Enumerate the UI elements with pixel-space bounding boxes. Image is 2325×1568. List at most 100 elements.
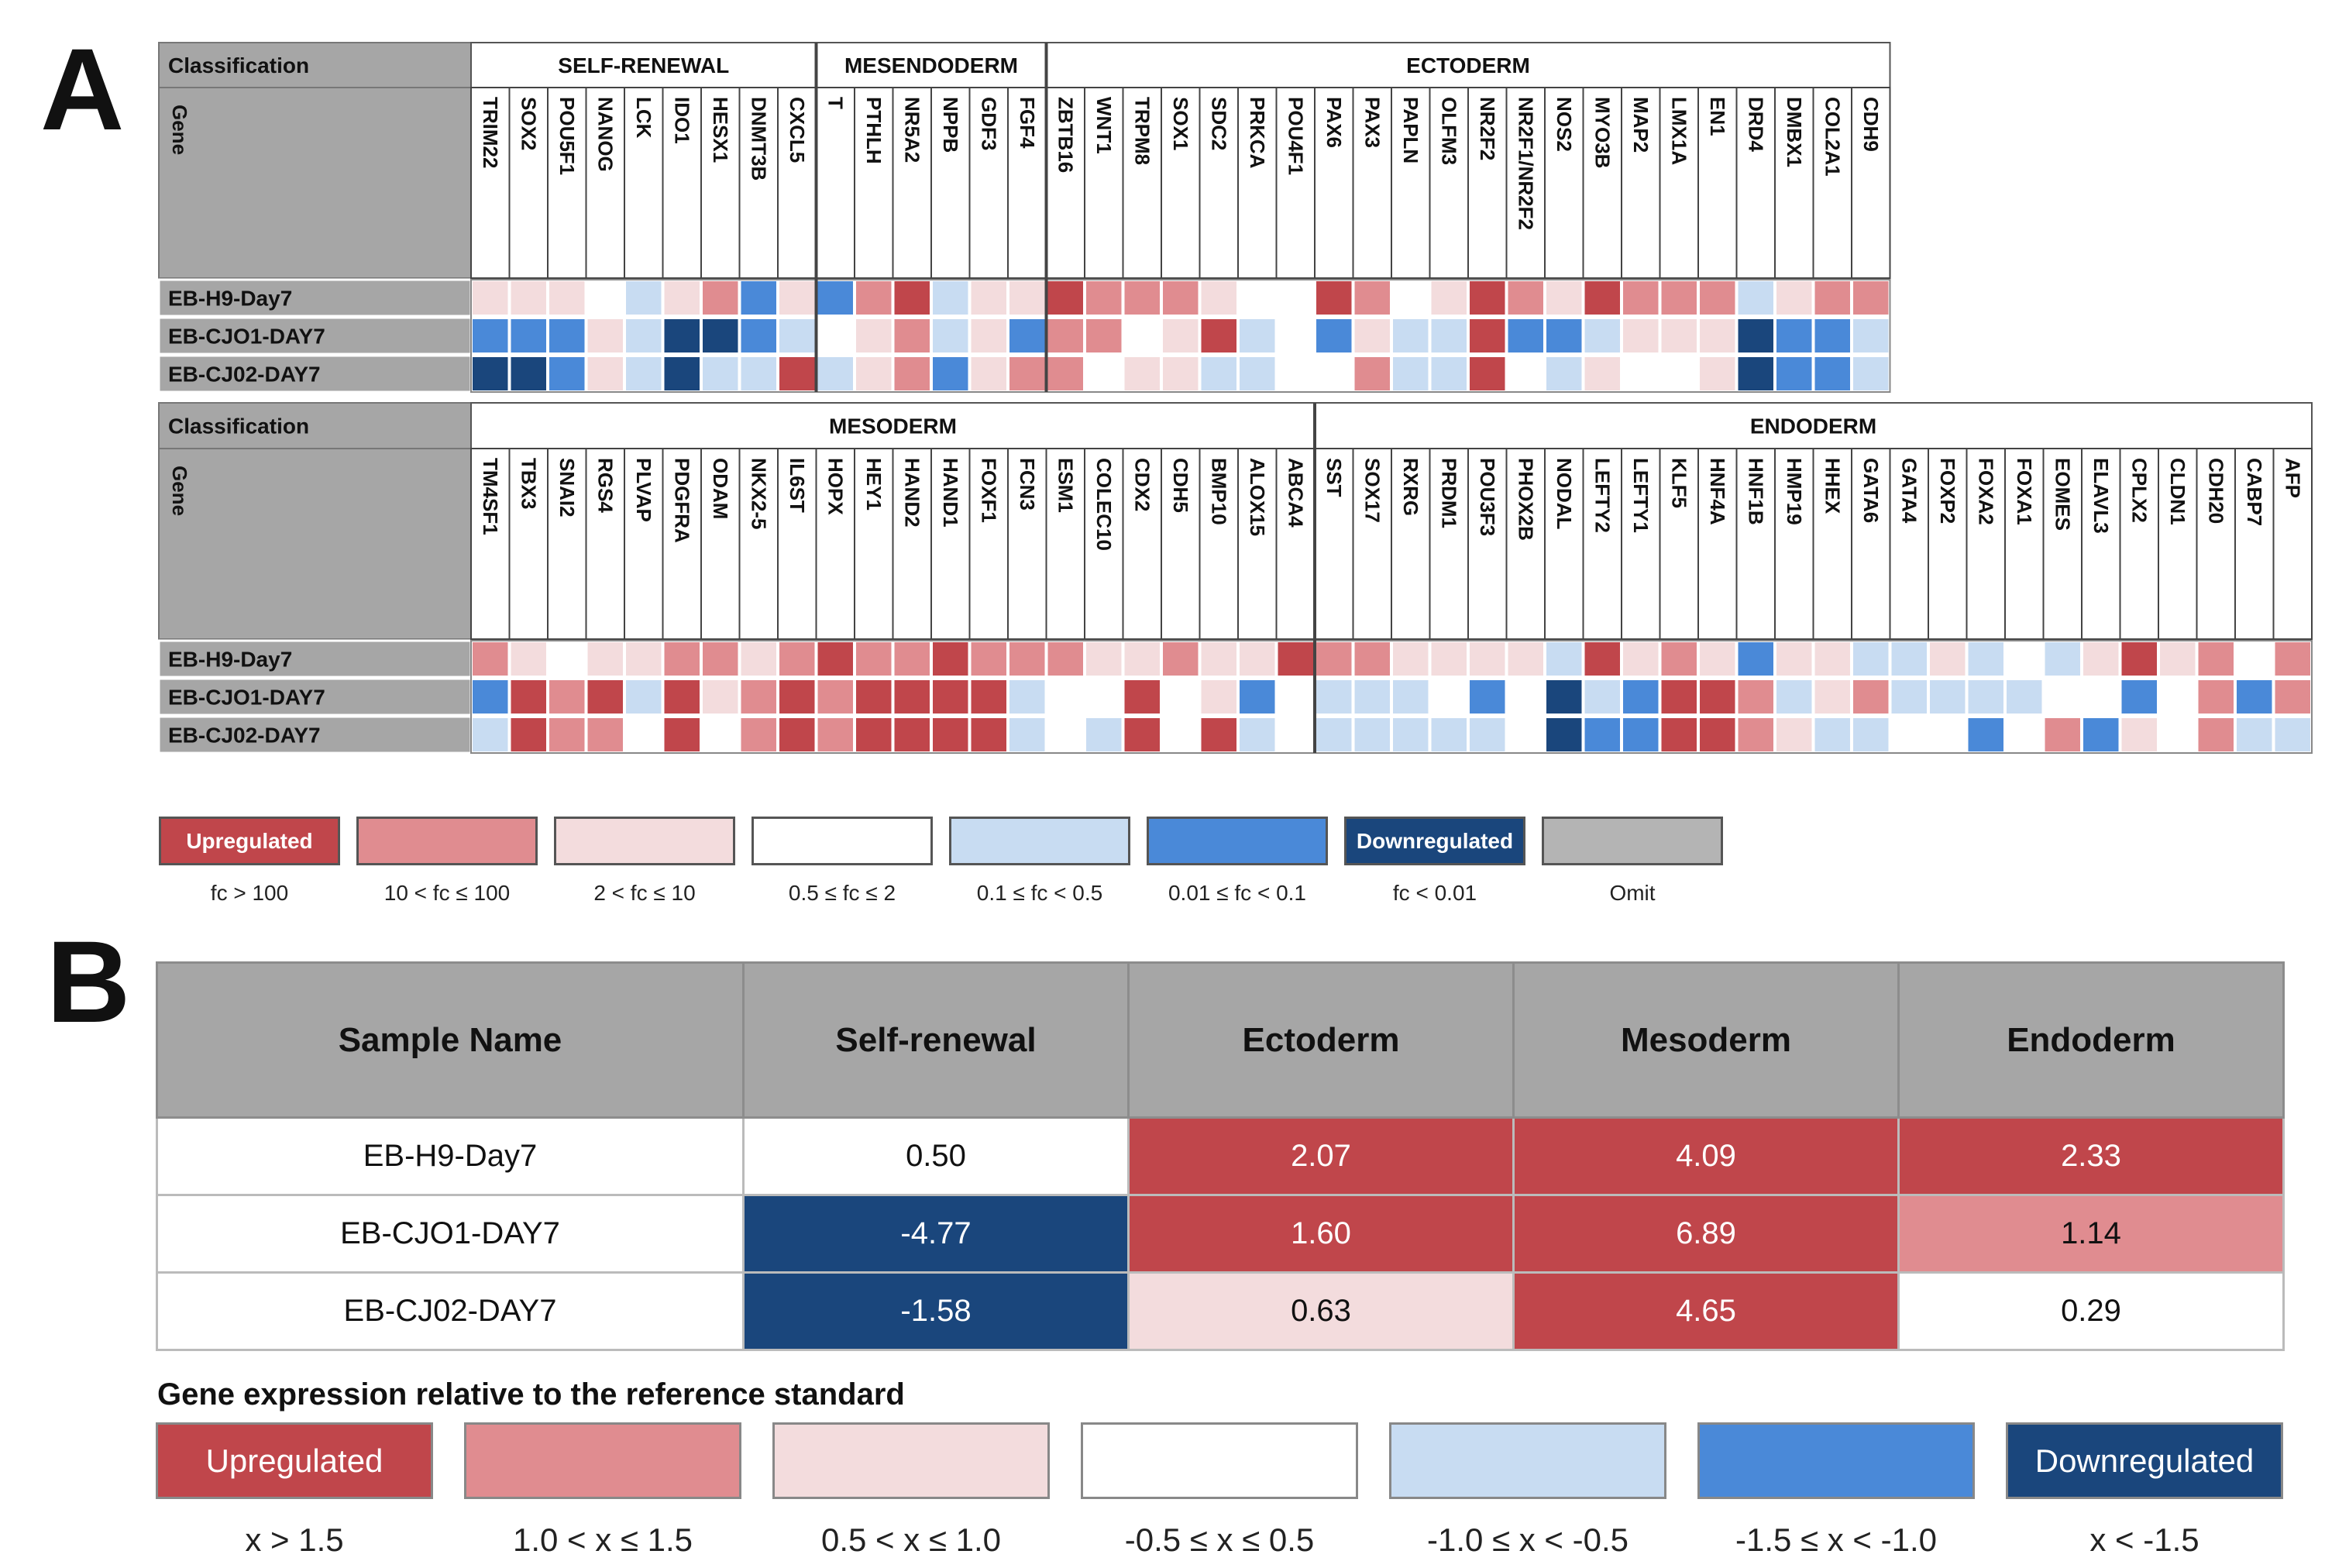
- gene-label: LMX1A: [1667, 97, 1690, 165]
- legend-a-caption: fc < 0.01: [1392, 881, 1477, 905]
- gene-header-cell: [547, 448, 587, 640]
- heat-cell: [2120, 679, 2158, 714]
- gene-label: HNF1B: [1744, 458, 1767, 525]
- gene-label: POU4F1: [1284, 97, 1307, 175]
- heat-cell: [932, 318, 969, 353]
- heat-cell: [1123, 356, 1161, 391]
- heat-cell: [1123, 641, 1161, 676]
- heat-cell: [1737, 280, 1774, 315]
- heat-cell: [1316, 717, 1353, 752]
- gene-label: DRD4: [1744, 97, 1767, 152]
- gene-header-cell: [1352, 87, 1392, 279]
- gene-header-label: Gene: [168, 466, 191, 516]
- heat-cell: [1239, 641, 1276, 676]
- heat-cell: [1123, 318, 1161, 353]
- gene-header-cell: [1851, 87, 1891, 279]
- heat-cell: [2159, 717, 2196, 752]
- heat-cell: [1316, 679, 1353, 714]
- heat-cell: [1123, 717, 1161, 752]
- gene-header-cell: [1007, 87, 1047, 279]
- gene-label: AFP: [2281, 458, 2304, 498]
- heat-cell: [472, 280, 509, 315]
- gene-header-cell: [662, 87, 702, 279]
- gene-label: WNT1: [1092, 97, 1116, 154]
- heat-cell: [1009, 318, 1046, 353]
- legend-a-swatch-low_up: [554, 817, 735, 865]
- gene-header-cell: [892, 87, 932, 279]
- gene-header-cell: [508, 448, 549, 640]
- heat-cell: [1776, 717, 1813, 752]
- gene-label: FOXA2: [1974, 458, 1997, 525]
- gene-header-cell: [158, 448, 472, 640]
- gene-label: ABCA4: [1284, 458, 1307, 528]
- gene-header-cell: [1161, 87, 1201, 279]
- legend-b-swatch-down: Downregulated: [2006, 1422, 2283, 1499]
- heat-cell: [1852, 717, 1890, 752]
- gene-header-cell: [1621, 448, 1661, 640]
- gene-label: POU5F1: [555, 97, 579, 175]
- gene-header-cell: [1467, 87, 1508, 279]
- heat-cell: [1890, 679, 1928, 714]
- heat-cell: [472, 356, 509, 391]
- gene-label: TM4SF1: [479, 458, 502, 535]
- heat-cell: [549, 318, 586, 353]
- heat-cell: [1239, 280, 1276, 315]
- gene-header-cell: [700, 87, 741, 279]
- heat-cell: [2120, 717, 2158, 752]
- heat-cell: [1699, 717, 1736, 752]
- gene-label: GATA4: [1897, 458, 1921, 524]
- sample-name-cell: EB-CJ02-DAY7: [156, 1271, 745, 1351]
- panel-label-b: B: [46, 916, 131, 1047]
- legend-b-swatch-low_down: [1389, 1422, 1666, 1499]
- table-row: EB-H9-Day7 0.50 2.07 4.09 2.33: [156, 1116, 2285, 1196]
- heat-cell: [1737, 641, 1774, 676]
- heat-cell: [510, 280, 547, 315]
- panel-label-a: A: [40, 24, 125, 154]
- heat-cell: [1239, 356, 1276, 391]
- gene-label: SST: [1322, 458, 1346, 497]
- heat-cell: [549, 280, 586, 315]
- gene-label: PHOX2B: [1514, 458, 1537, 541]
- heat-cell: [1430, 318, 1467, 353]
- heat-cell: [970, 280, 1007, 315]
- heat-cell: [1622, 318, 1659, 353]
- heat-cell: [1737, 717, 1774, 752]
- heat-cell: [472, 679, 509, 714]
- heat-cell: [586, 679, 624, 714]
- heat-cell: [1699, 641, 1736, 676]
- heat-cell: [1277, 356, 1314, 391]
- gene-label: PRKCA: [1246, 97, 1269, 169]
- score-cell: 0.50: [742, 1116, 1130, 1196]
- heat-cell: [1123, 280, 1161, 315]
- heat-cell: [893, 717, 930, 752]
- col-header-endoderm: Endoderm: [1897, 961, 2285, 1119]
- gene-header-cell: [470, 87, 511, 279]
- heat-cell: [779, 679, 816, 714]
- heat-cell: [2083, 679, 2120, 714]
- heat-cell: [1814, 356, 1851, 391]
- sample-label: EB-H9-Day7: [168, 287, 292, 311]
- heat-cell: [2274, 641, 2311, 676]
- heat-cell: [1200, 356, 1237, 391]
- heat-cell: [1546, 641, 1583, 676]
- heat-cell: [740, 356, 777, 391]
- heat-cell: [1814, 679, 1851, 714]
- legend-b-caption: 1.0 < x ≤ 1.5: [512, 1522, 693, 1558]
- gene-label: LCK: [632, 97, 655, 139]
- gene-label: ELAVL3: [2089, 458, 2113, 534]
- heat-cell: [2006, 641, 2043, 676]
- heat-cell: [740, 717, 777, 752]
- heat-cell: [740, 280, 777, 315]
- sample-label: EB-CJ02-DAY7: [168, 724, 321, 748]
- gene-label: SOX2: [517, 97, 540, 150]
- heat-cell: [1162, 318, 1199, 353]
- heat-cell: [1316, 318, 1353, 353]
- heat-cell: [1929, 679, 1966, 714]
- heat-cell: [817, 280, 854, 315]
- gene-header-cell: [1966, 448, 2006, 640]
- heat-cell: [1200, 280, 1237, 315]
- heat-cell: [1200, 641, 1237, 676]
- heat-cell: [1353, 318, 1391, 353]
- gene-header-cell: [700, 448, 741, 640]
- heat-cell: [1737, 318, 1774, 353]
